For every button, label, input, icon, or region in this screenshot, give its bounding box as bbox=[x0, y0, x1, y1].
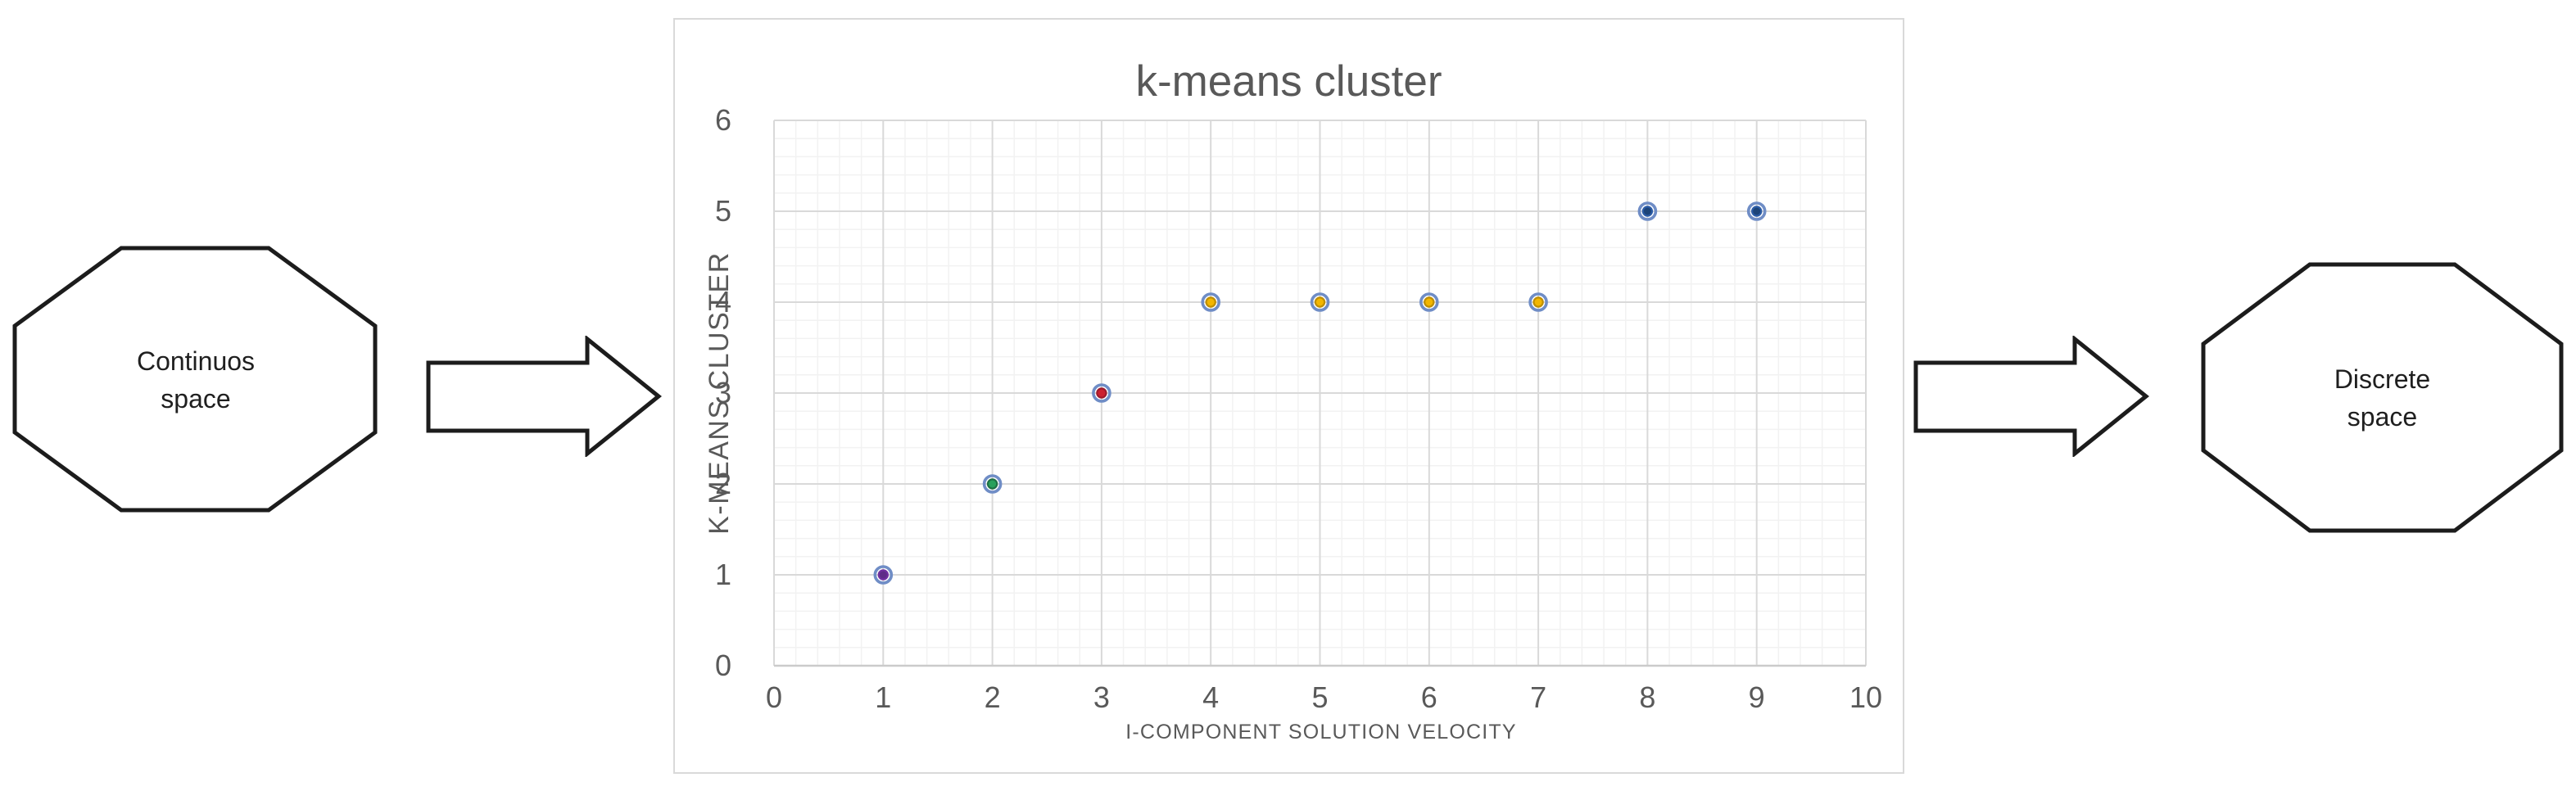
x-tick-label: 2 bbox=[985, 680, 1001, 714]
data-point-marker bbox=[1750, 206, 1763, 217]
x-tick-label: 4 bbox=[1202, 680, 1219, 714]
x-tick-label: 8 bbox=[1639, 680, 1655, 714]
data-point-marker bbox=[1641, 206, 1654, 217]
arrow-shape bbox=[1913, 336, 2149, 457]
y-tick-label: 5 bbox=[715, 194, 731, 228]
x-tick-label: 0 bbox=[766, 680, 782, 714]
data-point-ring bbox=[1092, 383, 1111, 403]
octagon-outline bbox=[12, 246, 378, 513]
x-tick-label: 3 bbox=[1093, 680, 1110, 714]
kmeans-chart-panel: k-means cluster 0 1 2 3 4 5 6 7 8 9 10 0 1 2 3 4 5 6 I-CO… bbox=[673, 18, 1904, 774]
data-point-ring bbox=[1201, 292, 1221, 312]
data-point-ring bbox=[982, 474, 1003, 494]
y-tick-label: 4 bbox=[715, 285, 731, 319]
y-axis-title: K-MEANS CLUSTER bbox=[704, 251, 735, 535]
data-point-marker bbox=[877, 569, 889, 581]
data-point-marker bbox=[1532, 296, 1544, 308]
x-tick-label: 10 bbox=[1849, 680, 1882, 714]
flow-arrow-left-icon bbox=[426, 336, 662, 457]
data-point-ring bbox=[1310, 292, 1330, 312]
arrow-shape bbox=[426, 336, 662, 457]
continuous-space-octagon bbox=[12, 246, 378, 513]
data-point-ring bbox=[1528, 292, 1548, 312]
y-tick-label: 2 bbox=[715, 467, 731, 500]
data-point-marker bbox=[1205, 296, 1216, 308]
octagon-outline bbox=[2201, 262, 2564, 533]
data-point-marker bbox=[986, 478, 998, 490]
data-point-ring bbox=[1746, 201, 1767, 221]
data-point-marker bbox=[1424, 296, 1435, 308]
data-point-marker bbox=[1096, 387, 1107, 399]
x-tick-label: 6 bbox=[1421, 680, 1437, 714]
y-tick-label: 6 bbox=[715, 103, 731, 137]
data-point-ring bbox=[873, 565, 894, 585]
x-tick-label: 7 bbox=[1530, 680, 1546, 714]
y-tick-label: 1 bbox=[715, 558, 731, 591]
data-point-marker bbox=[1314, 296, 1326, 308]
x-tick-label: 9 bbox=[1749, 680, 1765, 714]
chart-plot-area: 0 1 2 3 4 5 6 7 8 9 10 0 1 2 3 4 5 6 bbox=[715, 103, 1882, 714]
chart-title: k-means cluster bbox=[1135, 57, 1442, 106]
data-point-ring bbox=[1419, 292, 1439, 312]
data-point-ring bbox=[1637, 201, 1658, 221]
y-tick-label: 0 bbox=[715, 649, 731, 682]
x-tick-label: 5 bbox=[1311, 680, 1328, 714]
y-tick-label: 3 bbox=[715, 376, 731, 409]
flow-arrow-right-icon bbox=[1913, 336, 2149, 457]
discrete-space-octagon bbox=[2201, 262, 2564, 533]
x-tick-label: 1 bbox=[875, 680, 891, 714]
x-axis-title: I-COMPONENT SOLUTION VELOCITY bbox=[1125, 721, 1517, 744]
